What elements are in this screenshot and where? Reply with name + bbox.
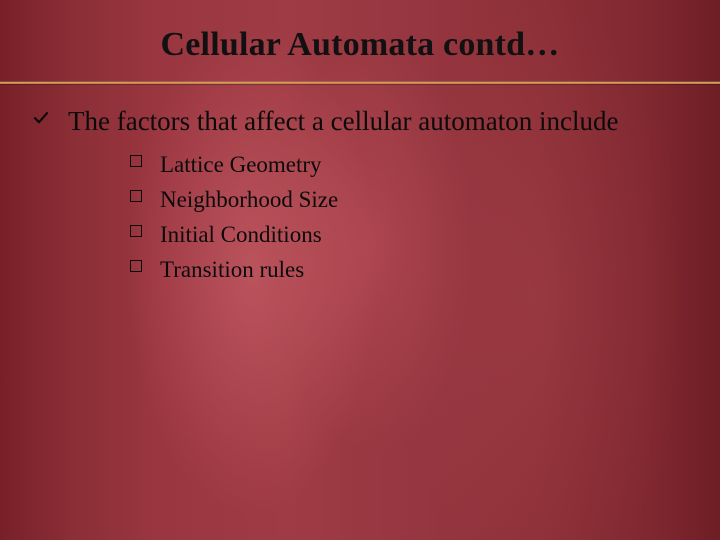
list-item-label: Transition rules [160, 254, 304, 285]
list-item: Neighborhood Size [130, 184, 690, 215]
title-divider [0, 82, 720, 84]
level1-text: The factors that affect a cellular autom… [68, 104, 619, 139]
list-item-label: Neighborhood Size [160, 184, 338, 215]
list-item-label: Lattice Geometry [160, 149, 322, 180]
slide-title: Cellular Automata contd… [0, 0, 720, 82]
bullet-level1: The factors that affect a cellular autom… [30, 104, 690, 139]
list-item: Transition rules [130, 254, 690, 285]
slide: Cellular Automata contd… The factors tha… [0, 0, 720, 540]
level2-list: Lattice Geometry Neighborhood Size Initi… [130, 149, 690, 285]
slide-body: The factors that affect a cellular autom… [30, 104, 690, 289]
square-bullet-icon [130, 149, 148, 172]
list-item: Lattice Geometry [130, 149, 690, 180]
square-bullet-icon [130, 219, 148, 242]
list-item: Initial Conditions [130, 219, 690, 250]
check-icon [30, 104, 52, 131]
list-item-label: Initial Conditions [160, 219, 322, 250]
square-bullet-icon [130, 254, 148, 277]
square-bullet-icon [130, 184, 148, 207]
